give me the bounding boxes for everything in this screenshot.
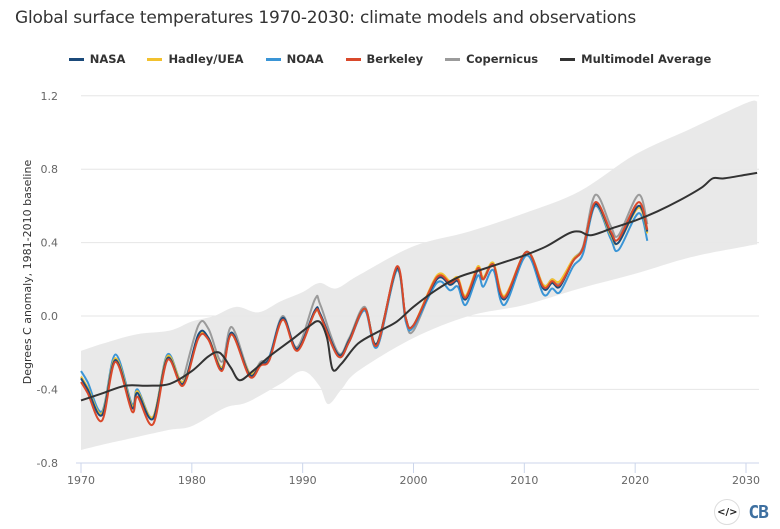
legend-item-berkeley[interactable]: Berkeley — [345, 52, 424, 66]
legend-item-noaa[interactable]: NOAA — [265, 52, 324, 66]
legend-swatch — [265, 57, 281, 61]
legend-item-hadley[interactable]: Hadley/UEA — [147, 52, 244, 66]
x-tick-label: 2000 — [400, 474, 428, 487]
y-tick-label: -0.8 — [37, 457, 58, 470]
x-tick-label: 1990 — [289, 474, 317, 487]
legend: NASA Hadley/UEA NOAA Berkeley Copernicus… — [0, 52, 780, 66]
code-embed-icon[interactable]: </> — [714, 499, 741, 525]
model-range-band — [81, 100, 758, 450]
legend-label: NOAA — [286, 52, 324, 66]
y-tick-label: -0.4 — [37, 383, 58, 396]
legend-swatch — [560, 57, 576, 61]
x-tick-label: 2010 — [510, 474, 538, 487]
legend-item-nasa[interactable]: NASA — [68, 52, 126, 66]
legend-swatch — [345, 57, 361, 61]
legend-label: NASA — [89, 52, 126, 66]
legend-swatch — [445, 57, 461, 61]
legend-label: Multimodel Average — [581, 52, 712, 66]
legend-swatch — [68, 57, 84, 61]
legend-swatch — [147, 57, 163, 61]
chart-title: Global surface temperatures 1970-2030: c… — [15, 8, 637, 28]
y-tick-label: 1.2 — [41, 90, 59, 103]
legend-item-copernicus[interactable]: Copernicus — [445, 52, 538, 66]
x-tick-label: 2020 — [621, 474, 649, 487]
y-tick-label: 0.4 — [41, 237, 59, 250]
carbon-brief-logo: CB — [748, 501, 769, 523]
series-line-multimodel-average — [80, 171, 758, 402]
footer-logos: </> CB — [714, 499, 769, 525]
x-tick-label: 1970 — [67, 474, 95, 487]
legend-label: Hadley/UEA — [168, 52, 244, 66]
series-line-berkeley — [80, 201, 649, 426]
x-tick-label: 2030 — [732, 474, 760, 487]
x-tick-label: 1980 — [178, 474, 206, 487]
y-axis-label: Degrees C anomaly, 1981-2010 baseline — [21, 160, 34, 385]
legend-label: Copernicus — [466, 52, 539, 66]
y-tick-label: 0.0 — [41, 310, 59, 323]
legend-label: Berkeley — [366, 52, 424, 66]
legend-item-multimodel[interactable]: Multimodel Average — [560, 52, 711, 66]
y-tick-label: 0.8 — [41, 163, 59, 176]
